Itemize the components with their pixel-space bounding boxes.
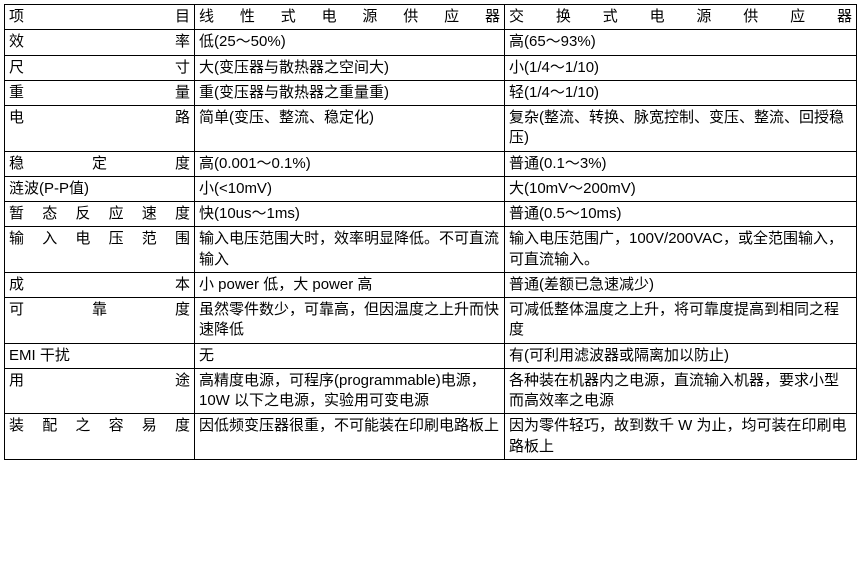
col-header-label: 项目 (5, 5, 195, 30)
cell-linear: 简单(变压、整流、稳定化) (195, 106, 505, 152)
cell-linear: 重(变压器与散热器之重量重) (195, 80, 505, 105)
cell-switching: 普通(差额已急速减少) (505, 272, 857, 297)
row-label: 用途 (5, 368, 195, 414)
row-label: 可靠度 (5, 298, 195, 344)
cell-switching: 普通(0.1～3%) (505, 151, 857, 176)
table-body: 项目线性式电源供应器交换式电源供应器效率低(25～50%)高(65～93%)尺寸… (5, 5, 857, 460)
cell-linear: 小 power 低，大 power 高 (195, 272, 505, 297)
cell-switching: 轻(1/4～1/10) (505, 80, 857, 105)
table-row: 用途高精度电源，可程序(programmable)电源，10W 以下之电源，实验… (5, 368, 857, 414)
row-label: 尺寸 (5, 55, 195, 80)
comparison-table: 项目线性式电源供应器交换式电源供应器效率低(25～50%)高(65～93%)尺寸… (4, 4, 857, 460)
row-label: 暂态反应速度 (5, 202, 195, 227)
cell-linear: 因低频变压器很重，不可能装在印刷电路板上 (195, 414, 505, 460)
table-row: 尺寸大(变压器与散热器之空间大)小(1/4～1/10) (5, 55, 857, 80)
cell-switching: 复杂(整流、转换、脉宽控制、变压、整流、回授稳压) (505, 106, 857, 152)
cell-switching: 小(1/4～1/10) (505, 55, 857, 80)
col-header-switching: 交换式电源供应器 (505, 5, 857, 30)
cell-switching: 大(10mV～200mV) (505, 176, 857, 201)
cell-linear: 高精度电源，可程序(programmable)电源，10W 以下之电源，实验用可… (195, 368, 505, 414)
table-row: 装配之容易度因低频变压器很重，不可能装在印刷电路板上因为零件轻巧，故到数千 W … (5, 414, 857, 460)
cell-switching: 有(可利用滤波器或隔离加以防止) (505, 343, 857, 368)
cell-switching: 高(65～93%) (505, 30, 857, 55)
table-row: 效率低(25～50%)高(65～93%) (5, 30, 857, 55)
table-row: 暂态反应速度快(10us～1ms)普通(0.5～10ms) (5, 202, 857, 227)
cell-linear: 小(<10mV) (195, 176, 505, 201)
cell-linear: 无 (195, 343, 505, 368)
cell-linear: 虽然零件数少，可靠高，但因温度之上升而快速降低 (195, 298, 505, 344)
cell-switching: 可减低整体温度之上升，将可靠度提高到相同之程度 (505, 298, 857, 344)
table-row: 涟波(P-P值)小(<10mV)大(10mV～200mV) (5, 176, 857, 201)
cell-switching: 因为零件轻巧，故到数千 W 为止，均可装在印刷电路板上 (505, 414, 857, 460)
cell-linear: 快(10us～1ms) (195, 202, 505, 227)
cell-switching: 输入电压范围广，100V/200VAC，或全范围输入，可直流输入。 (505, 227, 857, 273)
table-row: EMI 干扰无有(可利用滤波器或隔离加以防止) (5, 343, 857, 368)
cell-switching: 普通(0.5～10ms) (505, 202, 857, 227)
row-label: 成本 (5, 272, 195, 297)
row-label: 重量 (5, 80, 195, 105)
table-row: 可靠度虽然零件数少，可靠高，但因温度之上升而快速降低可减低整体温度之上升，将可靠… (5, 298, 857, 344)
row-label: 输入电压范围 (5, 227, 195, 273)
cell-linear: 输入电压范围大时，效率明显降低。不可直流输入 (195, 227, 505, 273)
table-row: 成本小 power 低，大 power 高普通(差额已急速减少) (5, 272, 857, 297)
cell-linear: 高(0.001～0.1%) (195, 151, 505, 176)
row-label: 电路 (5, 106, 195, 152)
cell-linear: 低(25～50%) (195, 30, 505, 55)
col-header-linear: 线性式电源供应器 (195, 5, 505, 30)
row-label: 装配之容易度 (5, 414, 195, 460)
row-label: 稳定度 (5, 151, 195, 176)
table-row: 重量重(变压器与散热器之重量重)轻(1/4～1/10) (5, 80, 857, 105)
row-label: 效率 (5, 30, 195, 55)
cell-linear: 大(变压器与散热器之空间大) (195, 55, 505, 80)
cell-switching: 各种装在机器内之电源，直流输入机器，要求小型而高效率之电源 (505, 368, 857, 414)
table-row: 电路简单(变压、整流、稳定化)复杂(整流、转换、脉宽控制、变压、整流、回授稳压) (5, 106, 857, 152)
table-header-row: 项目线性式电源供应器交换式电源供应器 (5, 5, 857, 30)
table-row: 稳定度高(0.001～0.1%)普通(0.1～3%) (5, 151, 857, 176)
row-label: EMI 干扰 (5, 343, 195, 368)
table-row: 输入电压范围输入电压范围大时，效率明显降低。不可直流输入输入电压范围广，100V… (5, 227, 857, 273)
row-label: 涟波(P-P值) (5, 176, 195, 201)
